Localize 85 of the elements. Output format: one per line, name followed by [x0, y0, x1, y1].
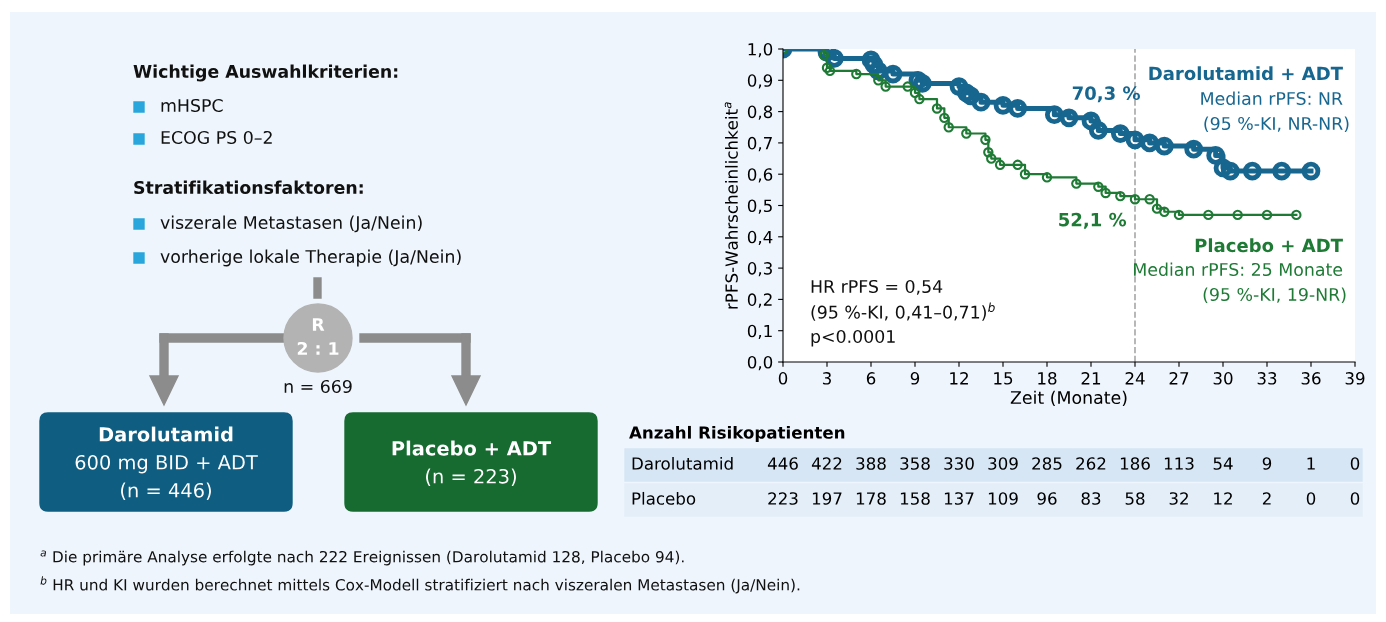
text: Wichtige Auswahlkriterien: — [133, 64, 398, 82]
text: (n = 223) — [426, 468, 516, 486]
text: 2 — [1262, 492, 1271, 505]
text: mHSPC — [161, 98, 223, 113]
y-tick-label: 0,6 — [747, 168, 773, 183]
x-tick-label: 21 — [1081, 372, 1101, 385]
text: 12 — [1214, 492, 1232, 505]
text: 58 — [1125, 492, 1145, 505]
text: 54 — [1213, 457, 1233, 470]
text: 600 mg BID + ADT — [75, 454, 258, 474]
text: 113 — [1164, 457, 1194, 470]
annotation: 70,3 % — [1072, 86, 1140, 103]
text: Darolutamid — [99, 426, 233, 442]
x-tick-label: 27 — [1169, 372, 1189, 385]
text: 109 — [988, 492, 1018, 505]
text: Stratifikationsfaktoren: — [134, 180, 363, 195]
text: vorherige lokale Therapie (Ja/Nein) — [160, 249, 461, 267]
y-tick-label: 0,4 — [747, 230, 773, 246]
text: 186 — [1120, 457, 1150, 470]
y-tick-label: 0,7 — [747, 136, 772, 152]
text: 446 — [767, 457, 798, 470]
text: 388 — [856, 457, 886, 470]
text: 422 — [811, 457, 842, 470]
text: 32 — [1169, 492, 1188, 505]
x-tick-label: 3 — [822, 372, 831, 385]
x-tick-label: 30 — [1213, 372, 1233, 385]
category-label: Darolutamid — [632, 456, 733, 470]
x-tick-label: 18 — [1038, 372, 1057, 385]
series-label: Placebo + ADT — [1195, 238, 1343, 253]
text: Placebo + ADT — [392, 440, 552, 456]
text: $^{b}$ HR und KI wurden berechnet mittels Cox-Modell stratifiziert nach viszeralen Metastasen (Ja/Nein). — [40, 576, 800, 594]
text: 285 — [1032, 457, 1062, 470]
text: 330 — [944, 457, 974, 470]
annotation: Median rPFS: NR — [1201, 91, 1343, 106]
y-axis-title: rPFS-Wahrscheinlichkeit$^{a}$ — [724, 102, 738, 309]
text: ECOG PS 0–2 — [161, 130, 272, 145]
y-tick-label: 0,5 — [747, 199, 772, 214]
y-tick-label: 0,0 — [747, 355, 773, 371]
text: 0 — [1350, 457, 1360, 470]
y-tick-label: 0,3 — [747, 262, 772, 277]
annotation: HR rPFS = 0,54 — [811, 279, 943, 295]
text: 178 — [856, 492, 886, 505]
text: 158 — [900, 492, 930, 505]
text: 0 — [1350, 492, 1360, 505]
text: 223 — [768, 492, 798, 505]
annotation: 52,1 % — [1059, 212, 1127, 229]
x-tick-label: 33 — [1257, 372, 1277, 385]
text: 83 — [1081, 492, 1101, 505]
x-tick-label: 12 — [950, 372, 968, 385]
annotation: (95 %-KI, 0,41–0,71)$^{b}$ — [811, 302, 995, 321]
x-tick-label: 9 — [910, 372, 920, 385]
y-tick-label: 0,2 — [747, 293, 772, 308]
category-label: Placebo — [632, 491, 696, 505]
x-tick-label: 39 — [1345, 372, 1365, 385]
text: 1 — [1307, 457, 1315, 470]
text: 96 — [1037, 492, 1057, 505]
annotation: (95 %-KI, 19-NR) — [1203, 287, 1346, 304]
text: 309 — [988, 457, 1018, 470]
y-tick-label: 1,0 — [748, 42, 773, 58]
text: $^{a}$ Die primäre Analyse erfolgte nach 222 Ereignissen (Darolutamid 128, Placebo 94). — [40, 550, 684, 566]
x-tick-label: 15 — [994, 372, 1013, 385]
x-tick-label: 6 — [866, 372, 876, 385]
text: 137 — [944, 492, 974, 505]
text: 9 — [1262, 457, 1272, 470]
x-tick-label: 0 — [778, 372, 788, 385]
annotation: Median rPFS: 25 Monate — [1134, 262, 1343, 277]
y-tick-label: 0,1 — [747, 324, 772, 339]
x-axis-title: Zeit (Monate) — [1010, 390, 1127, 407]
text: R — [312, 318, 325, 331]
x-tick-label: 24 — [1125, 372, 1145, 385]
annotation: (95 %-KI, NR-NR) — [1204, 116, 1349, 133]
text: 2 : 1 — [297, 341, 339, 355]
y-tick-label: 0,8 — [747, 105, 773, 120]
text: 197 — [812, 492, 842, 505]
text: viszerale Metastasen (Ja/Nein) — [160, 215, 422, 233]
y-tick-label: 0,9 — [747, 74, 773, 89]
text: Anzahl Risikopatienten — [629, 425, 845, 443]
x-tick-label: 36 — [1301, 372, 1321, 385]
text: 358 — [900, 457, 930, 470]
annotation: p<0.0001 — [811, 329, 895, 347]
text: 0 — [1306, 492, 1316, 505]
text: n = 669 — [284, 379, 352, 394]
text: 262 — [1076, 457, 1106, 470]
text: (n = 446) — [121, 482, 211, 500]
text: Darolutamid + ADT — [1149, 66, 1343, 81]
